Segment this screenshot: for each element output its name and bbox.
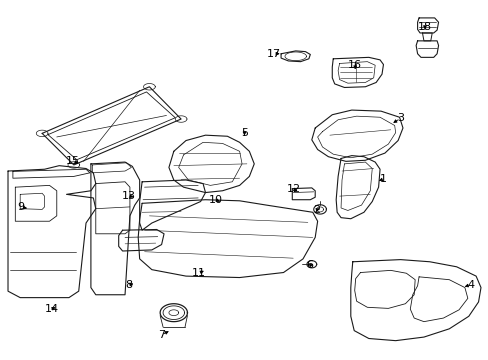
Text: 14: 14 xyxy=(44,304,59,314)
Text: 16: 16 xyxy=(347,59,362,69)
Text: 4: 4 xyxy=(466,280,473,290)
Text: 13: 13 xyxy=(121,191,135,201)
Text: 12: 12 xyxy=(286,184,300,194)
Text: 17: 17 xyxy=(266,49,280,59)
Text: 18: 18 xyxy=(417,22,431,32)
Text: 15: 15 xyxy=(66,156,80,166)
Text: 6: 6 xyxy=(305,260,312,270)
Text: 9: 9 xyxy=(18,202,25,212)
Text: 11: 11 xyxy=(191,268,205,278)
Text: 5: 5 xyxy=(241,128,247,138)
Text: 1: 1 xyxy=(379,174,386,184)
Text: 3: 3 xyxy=(396,113,403,123)
Text: 10: 10 xyxy=(209,195,223,205)
Text: 2: 2 xyxy=(312,205,320,215)
Text: 7: 7 xyxy=(158,330,165,340)
Text: 8: 8 xyxy=(124,280,132,290)
